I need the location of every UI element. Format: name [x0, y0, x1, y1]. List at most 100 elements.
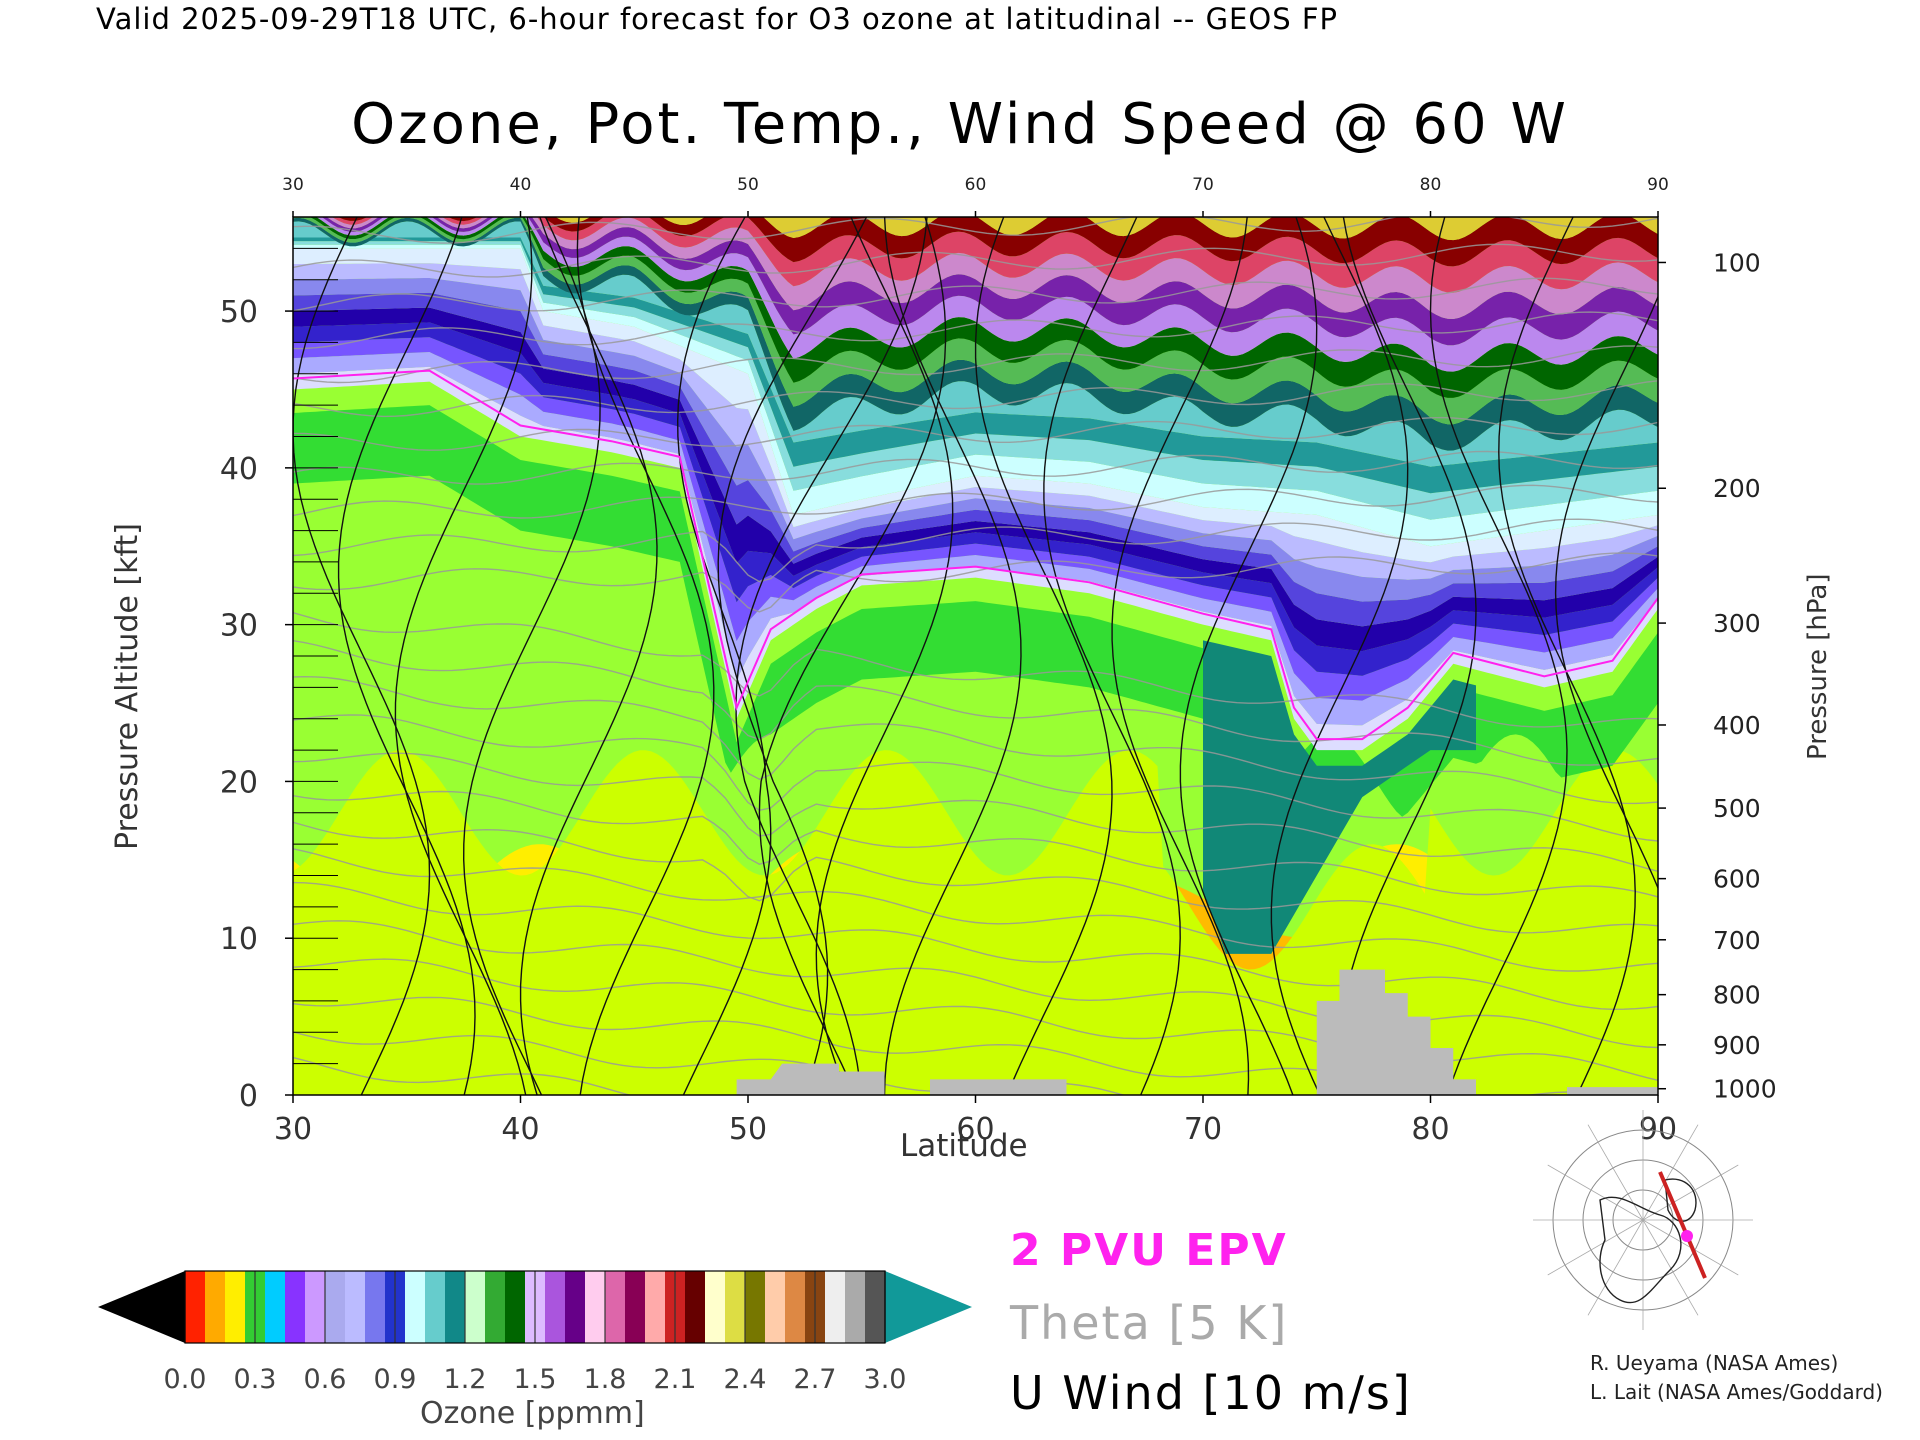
ozone-band — [293, 292, 1658, 627]
colorbar-label: Ozone [ppmm] — [420, 1396, 645, 1431]
x-tick-label-top: 70 — [1192, 175, 1214, 195]
pressure-tick-label: 800 — [1713, 981, 1761, 1010]
theta-contour — [293, 752, 1658, 872]
colorbar-swatch — [825, 1271, 846, 1343]
u-wind-contour — [1338, 217, 1477, 1095]
credit-line: L. Lait (NASA Ames/Goddard) — [1590, 1380, 1883, 1404]
valid-time-header: Valid 2025-09-29T18 UTC, 6-hour forecast… — [96, 2, 1339, 36]
colorbar-swatch — [745, 1271, 766, 1343]
x-tick-label: 50 — [729, 1112, 767, 1147]
theta-contour — [293, 217, 1658, 244]
x-tick-label: 40 — [501, 1112, 539, 1147]
ozone-band — [293, 244, 1658, 547]
ozone-band — [293, 217, 1658, 451]
u-wind-contour — [1043, 217, 1181, 1095]
ozone-band — [293, 405, 1658, 817]
u-wind-contour — [676, 217, 772, 1095]
x-tick-label-top: 30 — [282, 175, 304, 195]
ozone-band — [326, 217, 1658, 319]
theta-contour — [293, 640, 1658, 766]
ozone-band — [293, 237, 1658, 494]
theta-contour — [293, 790, 1658, 898]
theta-contour — [293, 380, 1658, 418]
map-meridian — [1642, 1219, 1699, 1316]
ozone-band — [293, 221, 1658, 467]
legend-theta: Theta [5 K] — [1010, 1296, 1289, 1350]
colorbar-swatch — [845, 1271, 866, 1343]
colorbar-swatch — [305, 1271, 326, 1343]
colorbar-tick-label: 2.4 — [724, 1364, 767, 1395]
u-wind-contour — [1429, 217, 1568, 1095]
epv-2pvu-contour — [293, 369, 1658, 741]
theta-contour — [293, 848, 1658, 972]
ozone-band — [293, 337, 1658, 701]
u-wind-contour — [462, 217, 601, 1095]
map-coastline — [1664, 1178, 1697, 1222]
y-tick-label: 50 — [220, 295, 258, 330]
u-wind-contour — [717, 217, 868, 1095]
colorbar-over-triangle — [885, 1271, 972, 1343]
theta-contour — [293, 416, 1658, 451]
map-meridian — [1547, 1219, 1644, 1276]
colorbar-swatch — [485, 1271, 506, 1343]
u-wind-contour — [293, 217, 431, 1095]
x-tick-label-top: 60 — [965, 175, 987, 195]
x-tick-label: 80 — [1411, 1112, 1449, 1147]
section-marker — [1681, 1230, 1693, 1242]
u-wind-contour — [758, 217, 947, 1095]
u-wind-contour — [883, 217, 1022, 1095]
theta-contour — [293, 484, 1658, 519]
theta-contour — [293, 714, 1658, 842]
map-meridian — [1642, 1124, 1699, 1221]
theta-contour — [293, 518, 1658, 583]
colorbar-swatch — [445, 1271, 466, 1343]
y-tick-label: 10 — [220, 922, 258, 957]
section-location-map — [1533, 1110, 1758, 1336]
theta-contour — [293, 821, 1658, 934]
y-tick-label: 0 — [239, 1079, 258, 1114]
pressure-tick-label: 900 — [1713, 1031, 1761, 1060]
x-tick-label: 90 — [1639, 1112, 1677, 1147]
colorbar-swatch — [265, 1271, 286, 1343]
colorbar-swatch — [645, 1271, 666, 1343]
x-tick-label-top: 80 — [1420, 175, 1442, 195]
y-axis-label-left: Pressure Altitude [kft] — [110, 523, 145, 850]
terrain — [736, 969, 1658, 1095]
colorbar-swatch — [505, 1271, 526, 1343]
colorbar-swatch — [205, 1271, 226, 1343]
x-tick-label-top: 50 — [737, 175, 759, 195]
colorbar-swatch — [545, 1271, 566, 1343]
ozone-band — [293, 322, 1658, 676]
ozone-dry-tongue — [1203, 640, 1476, 954]
theta-contour — [293, 612, 1658, 728]
u-wind-contour — [519, 217, 658, 1095]
colorbar-tick-label: 2.1 — [654, 1364, 697, 1395]
pressure-tick-label: 200 — [1713, 474, 1761, 503]
ozone-band — [293, 278, 1658, 602]
ozone-band — [293, 217, 1658, 425]
colorbar-swatch — [865, 1271, 886, 1343]
chart-title: Ozone, Pot. Temp., Wind Speed @ 60 W — [351, 92, 1569, 157]
y-tick-label: 30 — [220, 609, 258, 644]
colorbar-swatch — [705, 1271, 726, 1343]
x-tick-label-top: 40 — [510, 175, 532, 195]
colorbar-swatch — [225, 1271, 246, 1343]
colorbar-swatch — [725, 1271, 746, 1343]
section-line — [1658, 1171, 1707, 1279]
colorbar-tick-label: 1.2 — [444, 1364, 487, 1395]
colorbar-swatch — [465, 1271, 486, 1343]
pressure-tick-label: 700 — [1713, 926, 1761, 955]
pressure-tick-label: 400 — [1713, 711, 1761, 740]
theta-contour — [293, 311, 1658, 350]
ozone-band — [293, 307, 1658, 652]
map-coastline — [1599, 1196, 1682, 1304]
colorbar-swatch — [425, 1271, 446, 1343]
colorbar-swatch — [285, 1271, 306, 1343]
y-tick-label: 20 — [220, 765, 258, 800]
u-wind-contour — [1179, 217, 1318, 1095]
pressure-tick-label: 1000 — [1713, 1075, 1777, 1104]
colorbar-under-triangle — [98, 1271, 185, 1343]
colorbar-swatch — [765, 1271, 786, 1343]
colorbar-swatch — [345, 1271, 366, 1343]
